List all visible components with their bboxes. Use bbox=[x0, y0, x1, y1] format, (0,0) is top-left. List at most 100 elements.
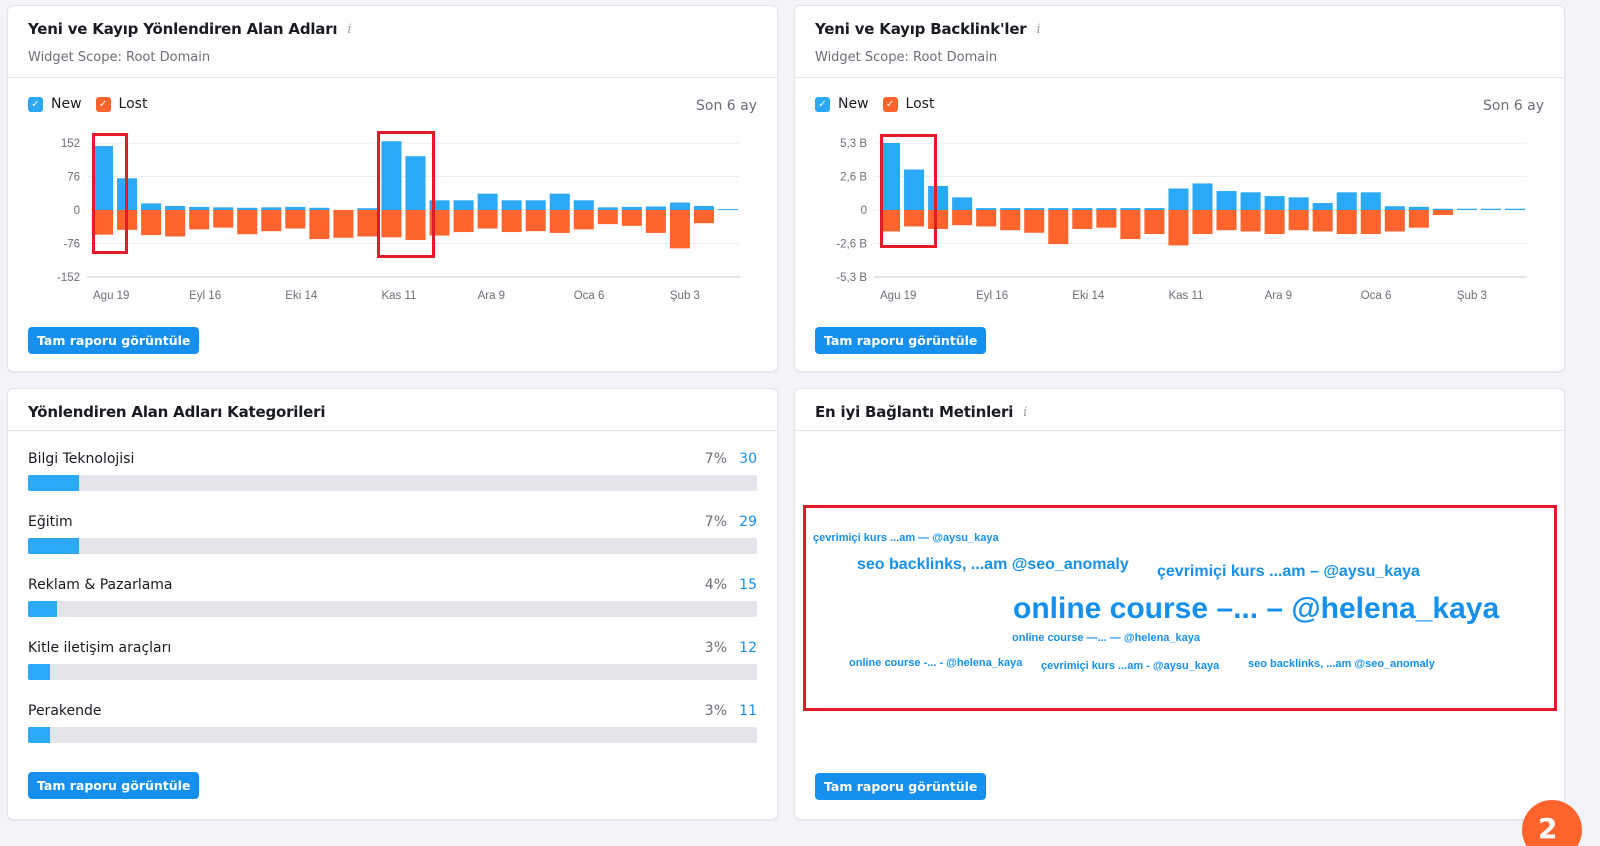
bar-lost[interactable] bbox=[285, 210, 306, 229]
info-icon[interactable]: i bbox=[347, 21, 352, 37]
bar-lost[interactable] bbox=[525, 210, 546, 232]
bar-lost[interactable] bbox=[1288, 210, 1309, 231]
bar-new[interactable] bbox=[693, 206, 714, 210]
bar-lost[interactable] bbox=[213, 210, 234, 228]
bar-lost[interactable] bbox=[381, 210, 402, 238]
bar-new[interactable] bbox=[1216, 191, 1237, 210]
bar-lost[interactable] bbox=[1312, 210, 1333, 232]
bar-lost[interactable] bbox=[1384, 210, 1405, 232]
bar-new[interactable] bbox=[549, 193, 570, 210]
bar-lost[interactable] bbox=[501, 210, 522, 233]
anchor-word[interactable]: çevrimiçi kurs ...am – @aysu_kaya bbox=[1157, 563, 1420, 580]
bar-lost[interactable] bbox=[1216, 210, 1237, 231]
bar-lost[interactable] bbox=[261, 210, 282, 232]
anchor-word[interactable]: çevrimiçi kurs ...am — @aysu_kaya bbox=[813, 532, 999, 544]
legend-lost[interactable]: ✓ Lost bbox=[95, 96, 147, 112]
bar-lost[interactable] bbox=[976, 210, 997, 227]
category-row[interactable]: Perakende 3% 11 bbox=[28, 693, 757, 756]
bar-lost[interactable] bbox=[693, 210, 714, 224]
bar-lost[interactable] bbox=[1168, 210, 1189, 246]
bar-lost[interactable] bbox=[309, 210, 330, 240]
bar-new[interactable] bbox=[165, 206, 186, 210]
bar-lost[interactable] bbox=[165, 210, 186, 237]
bar-new[interactable] bbox=[1432, 208, 1453, 210]
bar-new[interactable] bbox=[405, 156, 426, 210]
bar-new[interactable] bbox=[880, 143, 901, 210]
bar-new[interactable] bbox=[1408, 206, 1429, 210]
view-full-report-button[interactable]: Tam raporu görüntüle bbox=[28, 327, 200, 354]
bar-new[interactable] bbox=[1000, 208, 1021, 210]
bar-new[interactable] bbox=[93, 146, 114, 210]
category-row[interactable]: Eğitim 7% 29 bbox=[28, 504, 757, 567]
bar-new[interactable] bbox=[1168, 188, 1189, 210]
bar-new[interactable] bbox=[237, 207, 258, 210]
check-icon[interactable]: ✓ bbox=[95, 96, 111, 112]
bar-new[interactable] bbox=[285, 206, 306, 210]
bar-new[interactable] bbox=[429, 200, 450, 210]
bar-lost[interactable] bbox=[189, 210, 210, 230]
view-full-report-button[interactable]: Tam raporu görüntüle bbox=[815, 773, 987, 800]
bar-new[interactable] bbox=[381, 141, 402, 210]
bar-lost[interactable] bbox=[453, 210, 474, 233]
anchor-word[interactable]: online course -... - @helena_kaya bbox=[849, 657, 1023, 669]
anchor-word[interactable]: çevrimiçi kurs ...am - @aysu_kaya bbox=[1041, 660, 1220, 672]
bar-new[interactable] bbox=[904, 169, 925, 210]
bar-lost[interactable] bbox=[1192, 210, 1213, 235]
bar-new[interactable] bbox=[477, 193, 498, 210]
bar-lost[interactable] bbox=[952, 210, 973, 226]
bar-lost[interactable] bbox=[1072, 210, 1093, 229]
bar-new[interactable] bbox=[1096, 208, 1117, 210]
bar-lost[interactable] bbox=[141, 210, 162, 236]
bar-lost[interactable] bbox=[597, 210, 618, 225]
bar-new[interactable] bbox=[501, 200, 522, 210]
bar-new[interactable] bbox=[1312, 203, 1333, 210]
bar-new[interactable] bbox=[1024, 208, 1045, 210]
category-count-link[interactable]: 12 bbox=[739, 640, 757, 656]
bar-new[interactable] bbox=[669, 202, 690, 210]
legend-new[interactable]: ✓ New bbox=[28, 96, 82, 112]
anchor-word[interactable]: online course –... – @helena_kaya bbox=[1013, 592, 1500, 625]
check-icon[interactable]: ✓ bbox=[882, 96, 898, 112]
bar-lost[interactable] bbox=[1264, 210, 1285, 235]
bar-lost[interactable] bbox=[1360, 210, 1381, 235]
bar-new[interactable] bbox=[1456, 208, 1477, 210]
check-icon[interactable]: ✓ bbox=[815, 96, 830, 112]
anchor-word[interactable]: seo backlinks, ...am @seo_anomaly bbox=[857, 556, 1129, 573]
bar-new[interactable] bbox=[1240, 192, 1261, 210]
bar-lost[interactable] bbox=[333, 210, 354, 238]
bar-lost[interactable] bbox=[357, 210, 378, 237]
bar-new[interactable] bbox=[1264, 196, 1285, 210]
bar-new[interactable] bbox=[213, 207, 234, 210]
info-icon[interactable]: i bbox=[1023, 404, 1028, 420]
bar-lost[interactable] bbox=[1240, 210, 1261, 232]
bar-new[interactable] bbox=[261, 207, 282, 210]
legend-lost[interactable]: ✓ Lost bbox=[882, 96, 934, 112]
category-count-link[interactable]: 29 bbox=[739, 514, 757, 530]
bar-lost[interactable] bbox=[880, 210, 901, 232]
bar-new[interactable] bbox=[1288, 197, 1309, 210]
category-count-link[interactable]: 30 bbox=[739, 451, 757, 467]
bar-new[interactable] bbox=[928, 185, 949, 210]
bar-new[interactable] bbox=[141, 203, 162, 210]
category-count-link[interactable]: 11 bbox=[739, 703, 757, 719]
bar-new[interactable] bbox=[1360, 192, 1381, 210]
bar-new[interactable] bbox=[952, 197, 973, 210]
bar-new[interactable] bbox=[309, 207, 330, 210]
bar-lost[interactable] bbox=[1120, 210, 1141, 240]
bar-lost[interactable] bbox=[928, 210, 949, 229]
bar-lost[interactable] bbox=[1096, 210, 1117, 228]
anchor-word[interactable]: online course —... — @helena_kaya bbox=[1012, 632, 1201, 644]
anchor-word[interactable]: seo backlinks, ...am @seo_anomaly bbox=[1248, 658, 1435, 670]
bar-new[interactable] bbox=[1384, 206, 1405, 210]
category-row[interactable]: Kitle iletişim araçları 3% 12 bbox=[28, 630, 757, 693]
notification-badge[interactable]: 2 bbox=[1522, 800, 1582, 846]
legend-new[interactable]: ✓ New bbox=[815, 96, 869, 112]
check-icon[interactable]: ✓ bbox=[28, 96, 43, 112]
bar-lost[interactable] bbox=[1048, 210, 1069, 245]
bar-lost[interactable] bbox=[669, 210, 690, 249]
category-row[interactable]: Bilgi Teknolojisi 7% 30 bbox=[28, 441, 757, 504]
bar-new[interactable] bbox=[976, 208, 997, 210]
bar-lost[interactable] bbox=[573, 210, 594, 230]
bar-new[interactable] bbox=[1144, 208, 1165, 210]
bar-new[interactable] bbox=[1336, 192, 1357, 210]
